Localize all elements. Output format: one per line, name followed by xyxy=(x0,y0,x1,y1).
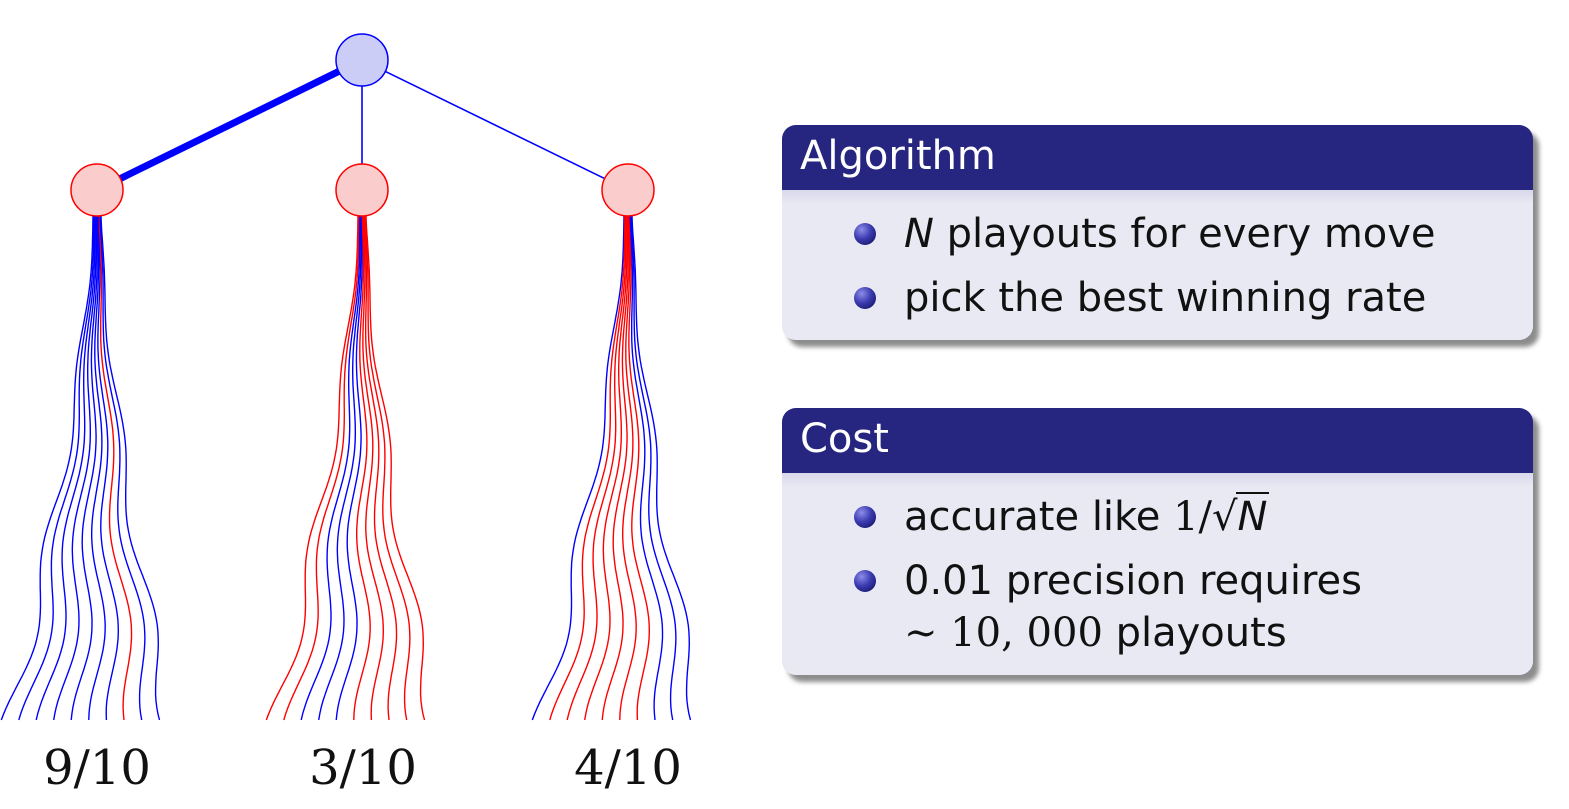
edges-layer xyxy=(118,68,605,182)
algorithm-block: Algorithm N playouts for every move pick… xyxy=(782,125,1533,340)
bullet-icon xyxy=(854,287,876,309)
algorithm-item-pick-text: pick the best winning rate xyxy=(904,275,1427,321)
algorithm-item-playouts: N playouts for every move xyxy=(782,208,1533,260)
playout-line-3-10 xyxy=(631,214,692,721)
playout-line-3-8 xyxy=(629,214,664,721)
cost-block-body: accurate like 1/√N 0.01 precision requir… xyxy=(782,473,1533,675)
algorithm-item-text: playouts for every move xyxy=(933,211,1436,257)
playout-line-1-6 xyxy=(88,214,106,721)
cost-item-precision-line2: playouts xyxy=(1102,610,1287,656)
playout-line-3-5 xyxy=(601,215,629,721)
playout-line-3-4 xyxy=(584,215,628,721)
sqrt-radicand: N xyxy=(1235,492,1270,540)
sqrt-expression: √N xyxy=(1212,491,1270,543)
playout-line-3-1 xyxy=(531,214,625,721)
bullet-icon xyxy=(854,570,876,592)
playout-line-3-3 xyxy=(566,215,627,721)
algorithm-item-pick: pick the best winning rate xyxy=(782,272,1533,324)
playout-line-1-3 xyxy=(35,215,96,721)
playout-line-1-9 xyxy=(99,214,146,721)
cost-item-precision-line1: 0.01 precision requires xyxy=(904,558,1362,604)
playout-line-1-1 xyxy=(0,214,94,721)
playout-line-2-10 xyxy=(365,214,426,721)
playout-line-3-9 xyxy=(630,214,677,721)
playout-line-1-10 xyxy=(100,214,161,721)
cost-item-accuracy: accurate like 1/√N xyxy=(782,491,1533,543)
cost-item-precision-count: ∼ 10, 000 xyxy=(904,610,1103,656)
playout-line-2-6 xyxy=(353,214,371,721)
playout-line-3-7 xyxy=(628,214,651,721)
playout-line-1-7 xyxy=(97,214,120,721)
tree-edge-1 xyxy=(118,68,341,182)
cost-item-precision: 0.01 precision requires ∼ 10, 000 playou… xyxy=(782,555,1533,659)
playout-line-2-8 xyxy=(363,214,398,721)
win-ratio-move-2: 3/10 xyxy=(309,740,417,796)
playout-line-3-6 xyxy=(619,214,637,721)
sqrt-sign: √ xyxy=(1212,494,1238,540)
search-tree-diagram xyxy=(0,33,692,721)
bullet-icon xyxy=(854,506,876,528)
cost-item-accuracy-fraction: 1/ xyxy=(1173,494,1213,540)
cost-block-title: Cost xyxy=(782,408,1533,473)
cost-block: Cost accurate like 1/√N 0.01 precision r… xyxy=(782,408,1533,675)
playout-line-2-4 xyxy=(318,215,362,721)
algorithm-block-title: Algorithm xyxy=(782,125,1533,190)
move-node-2 xyxy=(335,163,389,217)
win-ratio-move-1: 9/10 xyxy=(43,740,151,796)
win-ratio-move-3: 4/10 xyxy=(574,740,682,796)
bullet-icon xyxy=(854,223,876,245)
nodes-layer xyxy=(70,33,655,217)
playout-line-2-1 xyxy=(265,214,359,721)
playout-line-3-2 xyxy=(549,214,626,721)
playout-line-2-9 xyxy=(364,214,411,721)
root-node xyxy=(335,33,389,87)
playout-line-2-7 xyxy=(362,214,385,721)
tree-edge-3 xyxy=(385,70,605,180)
cost-item-accuracy-text: accurate like xyxy=(904,494,1174,540)
move-node-3 xyxy=(601,163,655,217)
move-node-1 xyxy=(70,163,124,217)
playout-line-2-3 xyxy=(300,215,361,721)
playout-line-2-2 xyxy=(283,214,360,721)
algorithm-item-var: N xyxy=(904,211,934,257)
playout-line-1-2 xyxy=(18,214,95,721)
playouts-layer xyxy=(0,214,692,721)
algorithm-block-body: N playouts for every move pick the best … xyxy=(782,190,1533,340)
playout-line-1-8 xyxy=(98,214,133,721)
playout-line-1-5 xyxy=(70,215,98,721)
playout-line-1-4 xyxy=(53,215,97,721)
playout-line-2-5 xyxy=(335,215,363,721)
